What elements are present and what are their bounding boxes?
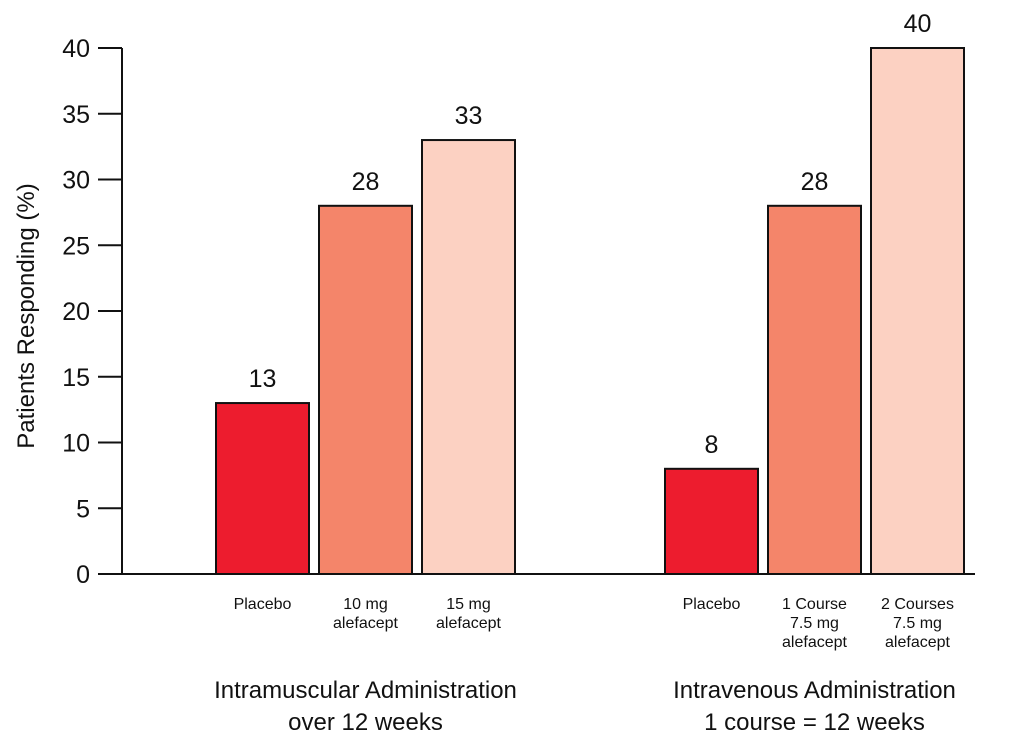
category-label: 2 Courses [881,596,954,613]
category-label: Placebo [683,596,741,613]
category-label: 1 Course [782,596,847,613]
y-tick-label: 10 [62,430,90,458]
bar [767,204,862,576]
category-label: alefacept [436,615,501,632]
bar [318,204,413,576]
labels: 13 Placebo 28 10 mg alefacept 33 15 mg alefacep… [214,10,956,734]
category-label: Placebo [234,596,292,613]
category-label: 10 mg [343,596,387,613]
bar [421,139,516,576]
y-tick-label: 40 [62,35,90,63]
bars [215,47,965,576]
group-title: Intravenous Administration [673,677,956,704]
y-tick-label: 25 [62,232,90,260]
bar-value-label: 28 [352,168,380,196]
y-tick-label: 15 [62,364,90,392]
bar [664,467,759,575]
bar-value-label: 28 [801,168,829,196]
category-label: 7.5 mg [893,615,942,632]
group-title: 1 course = 12 weeks [704,709,925,734]
category-label: alefacept [782,634,847,651]
y-axis-label: Patients Responding (%) [13,183,40,448]
bar-value-label: 40 [904,10,932,38]
y-tick-label: 5 [76,495,90,523]
group-title: Intramuscular Administration [214,677,517,704]
bar-value-label: 13 [249,365,277,393]
bar-value-label: 33 [455,102,483,130]
axes: 0 5 10 15 20 25 30 35 40 Patients Responding (%) [13,35,975,589]
y-tick-label: 30 [62,167,90,195]
bar-value-label: 8 [705,431,719,459]
y-tick-label: 20 [62,298,90,326]
y-tick-label: 0 [76,561,90,589]
category-label: 15 mg [446,596,490,613]
category-label: 7.5 mg [790,615,839,632]
bar [870,47,965,575]
category-label: alefacept [885,634,950,651]
bar [215,402,310,575]
group-title: over 12 weeks [288,709,443,734]
y-tick-label: 35 [62,101,90,129]
category-label: alefacept [333,615,398,632]
